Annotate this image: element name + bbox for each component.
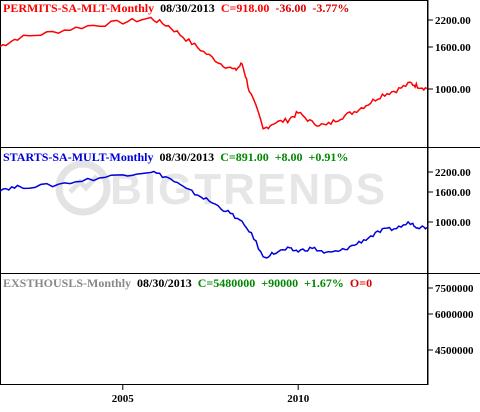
- permits-y-tick-label: 1000.00: [435, 84, 471, 96]
- permits-header: PERMITS-SA-MLT-Monthly 08/30/2013 C=918.00…: [3, 1, 355, 16]
- exsthousls-header: EXSTHOUSLS-Monthly 08/30/2013 C=5480000 +90…: [3, 276, 378, 291]
- permits-change: -36.00: [275, 1, 307, 15]
- starts-series-line: [0, 170, 428, 259]
- x-tick-label: 2010: [287, 393, 310, 405]
- permits-change-pct: -3.77%: [312, 1, 350, 15]
- starts-header: STARTS-SA-MULT-Monthly 08/30/2013 C=891.00…: [3, 150, 354, 165]
- starts-change-pct: +0.91%: [308, 150, 349, 164]
- starts-title: STARTS-SA-MULT-Monthly: [3, 150, 154, 164]
- exsthousls-y-tick-label: 4500000: [435, 345, 474, 357]
- watermark-logo: [55, 160, 111, 216]
- exsthousls-y-tick-label: 7500000: [435, 283, 474, 295]
- exsthousls-change: +90000: [261, 276, 299, 290]
- starts-change: +8.00: [274, 150, 303, 164]
- exsthousls-close: C=5480000: [197, 276, 256, 290]
- permits-title: PERMITS-SA-MLT-Monthly: [3, 1, 155, 15]
- starts-close: C=891.00: [220, 150, 269, 164]
- permits-y-tick-label: 1600.00: [435, 42, 471, 54]
- permits-series-line: [0, 16, 428, 130]
- exsthousls-title: EXSTHOUSLS-Monthly: [3, 276, 132, 290]
- starts-y-tick-label: 1600.00: [435, 187, 471, 199]
- starts-y-tick-label: 2200.00: [435, 167, 471, 179]
- x-tick-label: 2005: [112, 393, 135, 405]
- permits-date: 08/30/2013: [160, 1, 215, 15]
- exsthousls-open: O=0: [349, 276, 373, 290]
- permits-y-tick-label: 2200.00: [435, 15, 471, 27]
- permits-close: C=918.00: [220, 1, 270, 15]
- watermark-arrow-icon: [68, 174, 99, 194]
- starts-y-tick-label: 1000.00: [435, 217, 471, 229]
- exsthousls-y-tick-label: 6000000: [435, 309, 474, 321]
- exsthousls-change-pct: +1.67%: [304, 276, 344, 290]
- exsthousls-date: 08/30/2013: [137, 276, 192, 290]
- starts-date: 08/30/2013: [159, 150, 215, 164]
- watermark-logo-icon: [55, 160, 111, 216]
